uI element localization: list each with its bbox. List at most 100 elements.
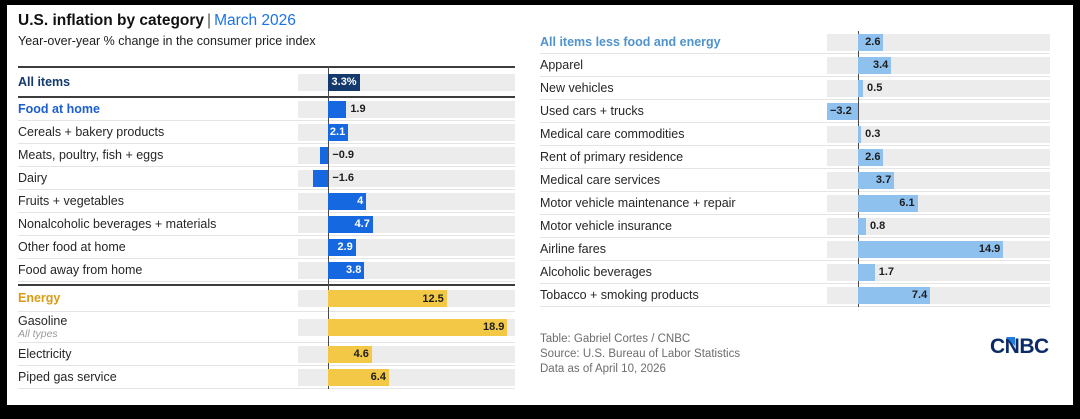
logo-letter: B (1019, 335, 1035, 358)
value-label: 2.6 (865, 151, 881, 163)
chart-canvas: U.S. inflation by category | March 2026 Ye… (7, 5, 1073, 405)
bar-track: 3.8 (298, 261, 515, 279)
bar (858, 171, 895, 189)
value-label: 3.7 (875, 174, 892, 186)
row-label: Motor vehicle maintenance + repair (540, 195, 827, 210)
row-label-text: Meats, poultry, fish + eggs (18, 147, 164, 162)
row-label-text: Medical care services (540, 172, 661, 187)
row-label: All items less food and energy (540, 35, 827, 49)
footer-credits: Table: Gabriel Cortes / CNBC Source: U.S… (540, 332, 740, 377)
bar (858, 286, 931, 304)
bar-track: 3.7 (827, 171, 1050, 189)
row-label-text: Gasoline (18, 313, 68, 328)
bar (858, 217, 866, 235)
chart-row: Piped gas service 6.4 (18, 366, 515, 389)
row-label: Cereals + bakery products (18, 124, 298, 139)
row-label: Alcoholic beverages (540, 264, 827, 279)
page-title: U.S. inflation by category | March 2026 (18, 12, 316, 30)
right-chart-column: All items less food and energy 2.6 Apparel… (540, 31, 1050, 307)
value-label: 4 (357, 195, 364, 207)
title-period: March 2026 (214, 12, 296, 29)
row-label-text: Motor vehicle maintenance + repair (540, 195, 736, 210)
row-sublabel: All types (18, 327, 58, 340)
bar-track: 3.4 (827, 56, 1050, 74)
chart-row: Fruits + vegetables 4 (18, 190, 515, 213)
bar-track: 1.7 (827, 263, 1050, 281)
row-label-text: Nonalcoholic beverages + materials (18, 216, 217, 231)
value-label: 3.4 (872, 59, 889, 71)
value-label: 2.9 (337, 241, 353, 253)
bar (328, 368, 389, 386)
bar (319, 146, 329, 164)
bar-track: 4.7 (298, 215, 515, 233)
title-separator: | (207, 12, 212, 29)
row-label: Gasoline All types (18, 313, 298, 340)
row-label: Electricity (18, 346, 298, 361)
chart-row: Rent of primary residence 2.6 (540, 146, 1050, 169)
bar-track: −1.6 (298, 169, 515, 187)
row-label: Fruits + vegetables (18, 193, 298, 208)
bar-track: 0.8 (827, 217, 1050, 235)
row-label-text: Alcoholic beverages (540, 264, 652, 279)
chart-row: Motor vehicle insurance 0.8 (540, 215, 1050, 238)
row-label-text: Apparel (540, 57, 584, 72)
bar-track: 14.9 (827, 240, 1050, 258)
row-label-text: Used cars + trucks (540, 103, 644, 118)
peacock-triangle-icon (1005, 337, 1015, 346)
row-label: Nonalcoholic beverages + materials (18, 216, 298, 231)
row-label: Energy (18, 292, 298, 305)
value-label: −1.6 (332, 172, 355, 184)
row-label: Food away from home (18, 263, 298, 277)
bar-track: 4 (298, 192, 515, 210)
row-label-text: Cereals + bakery products (18, 124, 165, 139)
chart-row: All items 3.3% (18, 66, 515, 98)
row-label: New vehicles (540, 81, 827, 95)
row-label-text: Fruits + vegetables (18, 193, 124, 208)
logo-letter: C (990, 335, 1005, 358)
bar (328, 318, 508, 336)
row-label: Piped gas service (18, 369, 298, 384)
bar-track: 3.3% (298, 73, 515, 91)
row-label-text: Electricity (18, 346, 72, 361)
row-label-text: Piped gas service (18, 369, 117, 384)
chart-row: Medical care services 3.7 (540, 169, 1050, 192)
row-label: Used cars + trucks (540, 103, 827, 118)
chart-row: Meats, poultry, fish + eggs −0.9 (18, 144, 515, 167)
chart-row: Dairy −1.6 (18, 167, 515, 190)
row-label-text: Tobacco + smoking products (540, 287, 699, 302)
value-label: 2.6 (865, 36, 881, 48)
row-label-text: Motor vehicle insurance (540, 218, 673, 233)
value-label: 7.4 (911, 289, 928, 301)
chart-row: New vehicles 0.5 (540, 77, 1050, 100)
bar (313, 169, 329, 187)
chart-row: Alcoholic beverages 1.7 (540, 261, 1050, 284)
bar-track: 2.1 (298, 123, 515, 141)
bar-track: 4.6 (298, 345, 515, 363)
bar (328, 123, 349, 141)
logo-letter: C (1034, 335, 1049, 358)
row-label: Rent of primary residence (540, 150, 827, 164)
footer-date: Data as of April 10, 2026 (540, 363, 666, 375)
chart-row: Food at home 1.9 (18, 98, 515, 121)
row-label: Other food at home (18, 240, 298, 254)
value-label: 12.5 (422, 292, 444, 305)
row-label: Medical care commodities (540, 127, 827, 141)
bar-track: 6.4 (298, 368, 515, 386)
row-label: Motor vehicle insurance (540, 218, 827, 233)
left-chart-column: All items 3.3% Food at home 1.9 Cereals + ba… (18, 66, 515, 389)
bar-track: 7.4 (827, 286, 1050, 304)
bar-track: 1.9 (298, 100, 515, 118)
row-label: All items (18, 75, 298, 89)
row-label-text: Energy (18, 291, 61, 305)
chart-row: Nonalcoholic beverages + materials 4.7 (18, 213, 515, 236)
bar (328, 192, 367, 210)
bar (328, 290, 447, 307)
bar (328, 238, 356, 256)
bar (328, 100, 347, 118)
bar (858, 79, 864, 97)
row-label: Tobacco + smoking products (540, 287, 827, 302)
bar-track: 2.9 (298, 238, 515, 256)
chart-row: Energy 12.5 (18, 284, 515, 312)
row-label-text: Airline fares (540, 241, 606, 256)
chart-row: Used cars + trucks −3.2 (540, 100, 1050, 123)
